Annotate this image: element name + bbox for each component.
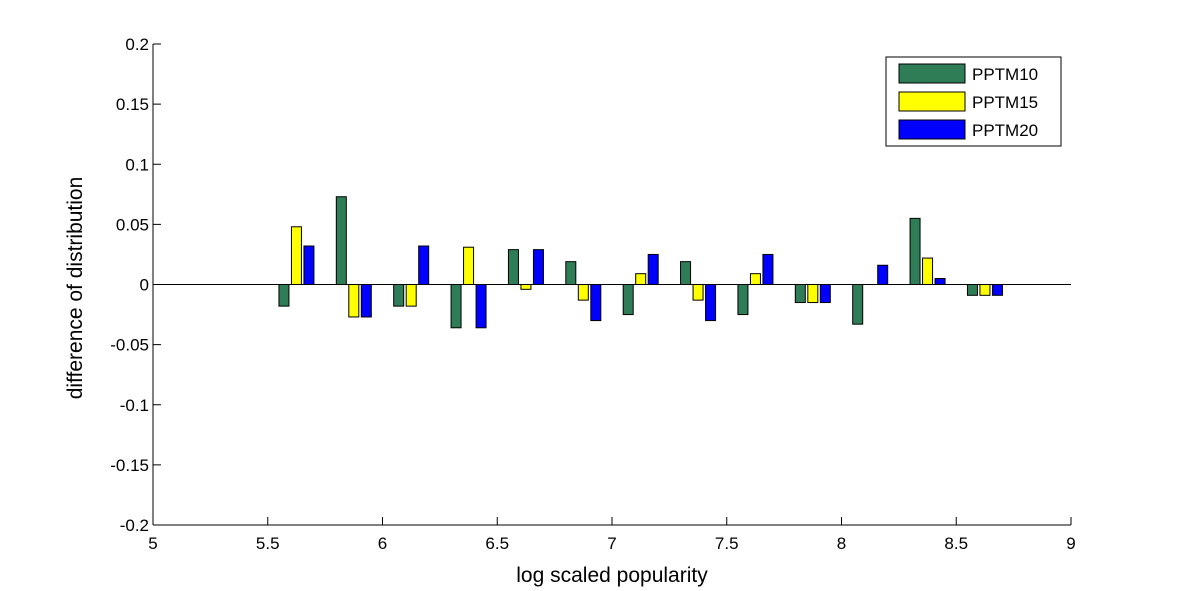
- bar-pptm20-7: [705, 284, 717, 322]
- y-tick-label: -0.1: [120, 396, 149, 415]
- bar-pptm10-11: [909, 217, 921, 285]
- bar-pptm10-1: [335, 196, 347, 285]
- legend-swatch-pptm10: [898, 63, 966, 84]
- y-tick-label: 0.1: [125, 155, 149, 174]
- bar-pptm10-7: [680, 261, 692, 285]
- x-tick-label: 5.5: [256, 534, 280, 553]
- legend-label-pptm10: PPTM10: [972, 65, 1038, 84]
- bar-pptm15-3: [463, 246, 475, 285]
- bar-pptm10-9: [794, 284, 806, 304]
- bar-pptm10-8: [737, 284, 749, 316]
- y-tick-label: 0.15: [116, 95, 149, 114]
- bar-pptm20-6: [647, 253, 659, 286]
- x-tick-label: 9: [1066, 534, 1075, 553]
- bar-pptm20-3: [475, 284, 487, 329]
- x-tick-label: 8: [837, 534, 846, 553]
- bar-pptm20-5: [590, 284, 602, 322]
- bar-pptm10-12: [966, 284, 978, 296]
- y-tick-label: -0.2: [120, 516, 149, 535]
- legend-label-pptm15: PPTM15: [972, 93, 1038, 112]
- legend: PPTM10 PPTM15 PPTM20: [885, 56, 1062, 147]
- bar-pptm15-7: [692, 284, 704, 301]
- bar-pptm10-2: [393, 284, 405, 307]
- x-tick-label: 7.5: [715, 534, 739, 553]
- bar-pptm20-11: [934, 277, 946, 285]
- bar-pptm10-10: [852, 284, 864, 325]
- y-tick-label: -0.05: [110, 336, 149, 355]
- y-tick-label: 0: [140, 276, 149, 295]
- y-axis-title: difference of distribution: [64, 177, 87, 400]
- bar-pptm15-1: [348, 284, 360, 318]
- bar-pptm20-2: [418, 245, 430, 286]
- bar-pptm15-5: [577, 284, 589, 301]
- bar-pptm10-4: [507, 249, 519, 286]
- legend-swatch-pptm20: [898, 119, 966, 140]
- x-tick-label: 6: [378, 534, 387, 553]
- y-tick-label: -0.15: [110, 456, 149, 475]
- x-axis-title: log scaled popularity: [516, 564, 708, 587]
- bar-pptm20-4: [532, 249, 544, 286]
- legend-swatch-pptm15: [898, 91, 966, 112]
- y-tick-label: 0.05: [116, 215, 149, 234]
- bar-pptm20-9: [819, 284, 831, 304]
- bar-pptm20-10: [877, 264, 889, 286]
- bar-pptm20-0: [303, 245, 315, 286]
- x-tick-label: 7: [607, 534, 616, 553]
- bar-pptm20-12: [991, 284, 1003, 296]
- bar-pptm15-12: [979, 284, 991, 296]
- y-tick-label: 0.2: [125, 35, 149, 54]
- bar-pptm20-8: [762, 253, 774, 286]
- y-ticks-group: -0.2 -0.15 -0.1 -0.05 0 0.05 0.1 0.15 0.2: [110, 35, 161, 535]
- x-tick-label: 6.5: [485, 534, 509, 553]
- x-tick-label: 8.5: [944, 534, 968, 553]
- bar-pptm10-0: [278, 284, 290, 307]
- legend-label-pptm20: PPTM20: [972, 121, 1038, 140]
- x-ticks-group: 5 5.5 6 6.5 7 7.5 8 8.5 9: [148, 517, 1076, 553]
- x-tick-label: 5: [148, 534, 157, 553]
- bar-pptm15-9: [807, 284, 819, 304]
- bar-pptm10-3: [450, 284, 462, 329]
- bar-pptm15-4: [520, 284, 532, 290]
- bar-pptm15-8: [749, 273, 761, 285]
- bar-pptm15-11: [922, 257, 934, 285]
- bar-pptm10-6: [622, 284, 634, 316]
- bar-pptm15-2: [405, 284, 417, 307]
- bar-pptm10-5: [565, 261, 577, 285]
- bar-pptm20-1: [360, 284, 372, 318]
- bar-pptm15-6: [635, 273, 647, 285]
- bar-pptm15-0: [290, 226, 302, 285]
